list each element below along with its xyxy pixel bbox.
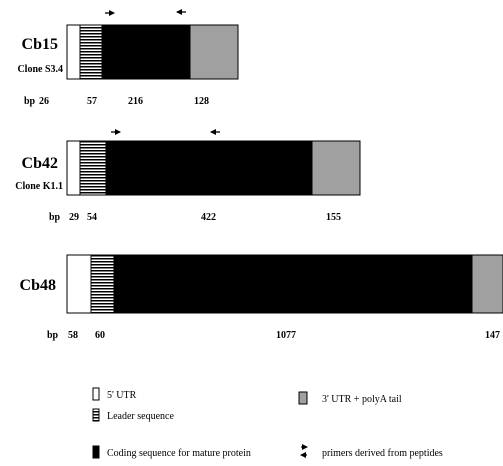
coding-segment xyxy=(105,140,313,196)
legend-item-utr3: 3' UTR + polyA tail xyxy=(298,391,402,405)
leader-segment xyxy=(79,24,103,80)
bp-prefix: bp xyxy=(47,330,59,341)
coding-segment xyxy=(101,24,191,80)
legend-swatch-utr3 xyxy=(298,391,308,405)
construct-cb48: Cb48 bp 58 60 1077 147 xyxy=(20,254,503,341)
utr3-segment xyxy=(311,140,361,196)
clone-label: Clone S3.4 xyxy=(17,64,63,75)
legend-item-primers: primers derived from peptides xyxy=(300,444,443,459)
bp-leader: 54 xyxy=(87,212,97,223)
construct-name: Cb42 xyxy=(22,155,58,172)
bp-utr3: 128 xyxy=(194,96,209,107)
bp-prefix: bp xyxy=(24,96,36,107)
bp-utr3: 155 xyxy=(326,212,341,223)
legend-label-primers: primers derived from peptides xyxy=(322,448,443,459)
construct-name: Cb15 xyxy=(22,36,58,53)
coding-segment xyxy=(113,254,473,314)
utr5-segment xyxy=(66,140,81,196)
legend-swatch-leader xyxy=(92,408,100,422)
legend-swatch-coding xyxy=(92,445,100,459)
bp-coding: 422 xyxy=(201,212,216,223)
legend-primer-icon xyxy=(300,444,308,458)
legend-item-leader: Leader sequence xyxy=(92,408,174,422)
legend-label-utr3: 3' UTR + polyA tail xyxy=(322,394,402,405)
leader-segment xyxy=(79,140,107,196)
clone-label: Clone K1.1 xyxy=(15,181,63,192)
construct-cb15: Cb15 Clone S3.4 bp 26 57 216 128 xyxy=(17,9,239,107)
bp-utr3: 147 xyxy=(485,330,500,341)
utr5-segment xyxy=(66,254,92,314)
construct-name: Cb48 xyxy=(20,277,56,294)
bp-prefix: bp xyxy=(49,212,61,223)
leader-segment xyxy=(90,254,115,314)
legend: 5' UTR Leader sequence Coding sequence f… xyxy=(92,387,443,459)
bp-leader: 57 xyxy=(87,96,97,107)
bp-coding: 1077 xyxy=(276,330,296,341)
legend-label-utr5: 5' UTR xyxy=(107,390,137,401)
utr5-segment xyxy=(66,24,81,80)
bp-utr5: 26 xyxy=(39,96,49,107)
bp-utr5: 29 xyxy=(69,212,79,223)
legend-item-coding: Coding sequence for mature protein xyxy=(92,445,251,459)
legend-label-coding: Coding sequence for mature protein xyxy=(107,448,251,459)
bp-utr5: 58 xyxy=(68,330,78,341)
construct-cb42: Cb42 Clone K1.1 bp 29 54 422 155 xyxy=(15,129,361,223)
bp-leader: 60 xyxy=(95,330,105,341)
bp-coding: 216 xyxy=(128,96,143,107)
legend-swatch-utr5 xyxy=(92,387,100,401)
legend-label-leader: Leader sequence xyxy=(107,411,174,422)
legend-item-utr5: 5' UTR xyxy=(92,387,137,401)
utr3-segment xyxy=(189,24,239,80)
utr3-segment xyxy=(471,254,503,314)
